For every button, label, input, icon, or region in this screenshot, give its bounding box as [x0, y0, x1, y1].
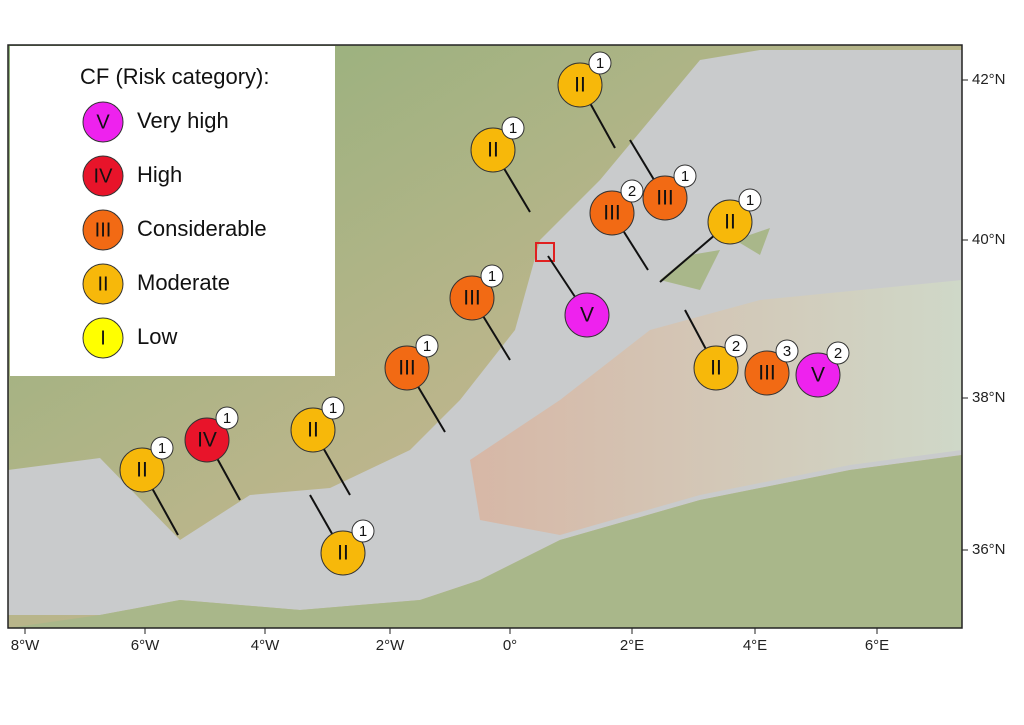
risk-marker: [384, 345, 430, 391]
y-tick-label: 38°N: [972, 389, 1006, 406]
count-label: 1: [488, 268, 496, 285]
legend-symbol-text: IV: [94, 165, 114, 187]
count-badge: [620, 179, 644, 203]
risk-marker: [642, 175, 688, 221]
risk-category: II: [724, 211, 736, 234]
legend-symbol: [82, 101, 124, 143]
count-label: 1: [596, 55, 604, 72]
x-tick-label: 4°E: [743, 637, 767, 654]
risk-category: III: [656, 187, 674, 210]
count-label: 1: [681, 168, 689, 185]
count-badge: [351, 519, 375, 543]
legend-label: Considerable: [137, 216, 267, 241]
legend-label: Low: [137, 324, 177, 349]
x-tick-label: 8°W: [11, 637, 40, 654]
risk-marker: [470, 127, 516, 173]
risk-marker: [589, 190, 635, 236]
legend-label: Very high: [137, 108, 229, 133]
legend-box: [10, 46, 335, 376]
legend-label: Moderate: [137, 270, 230, 295]
legend-symbol: [82, 317, 124, 359]
x-tick-label: 2°W: [376, 637, 405, 654]
legend-symbol-text: V: [96, 111, 110, 133]
count-badge: [480, 264, 504, 288]
count-label: 1: [329, 400, 337, 417]
x-tick-label: 0°: [503, 637, 517, 654]
y-tick-label: 36°N: [972, 541, 1006, 558]
count-badge: [215, 406, 239, 430]
legend-symbol-text: I: [100, 327, 106, 349]
risk-category: II: [136, 459, 148, 482]
risk-marker: [693, 345, 739, 391]
count-label: 1: [158, 440, 166, 457]
risk-marker: [320, 530, 366, 576]
count-badge: [738, 188, 762, 212]
risk-category: III: [463, 287, 481, 310]
risk-category: II: [337, 542, 349, 565]
north-africa: [8, 455, 962, 628]
count-badge: [775, 339, 799, 363]
legend-symbol-text: III: [95, 219, 112, 241]
x-tick-label: 6°E: [865, 637, 889, 654]
count-label: 2: [732, 338, 740, 355]
legend-symbol: [82, 209, 124, 251]
count-badge: [501, 116, 525, 140]
count-label: 1: [223, 410, 231, 427]
count-label: 2: [834, 345, 842, 362]
legend-label: High: [137, 162, 182, 187]
count-badge: [150, 436, 174, 460]
count-badge: [321, 396, 345, 420]
x-tick-label: 4°W: [251, 637, 280, 654]
y-tick-label: 42°N: [972, 71, 1006, 88]
risk-category: IV: [197, 429, 217, 452]
risk-marker: [449, 275, 495, 321]
risk-marker: [744, 350, 790, 396]
count-badge: [826, 341, 850, 365]
risk-marker: [557, 62, 603, 108]
risk-category: III: [398, 357, 416, 380]
risk-marker: [119, 447, 165, 493]
map-frame: [7, 44, 963, 629]
risk-marker: [290, 407, 336, 453]
count-label: 1: [359, 523, 367, 540]
x-tick-label: 2°E: [620, 637, 644, 654]
risk-category: III: [603, 202, 621, 225]
risk-category: II: [307, 419, 319, 442]
island: [735, 228, 770, 255]
legend-title: CF (Risk category):: [80, 64, 269, 89]
count-badge: [673, 164, 697, 188]
risk-marker: [707, 199, 753, 245]
legend-symbol: [82, 155, 124, 197]
legend-symbol-text: II: [97, 273, 108, 295]
count-label: 3: [783, 343, 791, 360]
risk-category: II: [487, 139, 499, 162]
risk-category: III: [758, 362, 776, 385]
x-tick-label: 6°W: [131, 637, 160, 654]
count-label: 2: [628, 183, 636, 200]
risk-category: II: [574, 74, 586, 97]
count-badge: [415, 334, 439, 358]
island: [660, 250, 720, 290]
count-label: 1: [746, 192, 754, 209]
risk-category: V: [811, 364, 825, 387]
y-tick-label: 40°N: [972, 231, 1006, 248]
risk-category: II: [710, 357, 722, 380]
count-label: 1: [423, 338, 431, 355]
count-badge: [724, 334, 748, 358]
risk-marker: [564, 292, 610, 338]
risk-category: V: [580, 304, 594, 327]
count-badge: [588, 51, 612, 75]
risk-marker: [184, 417, 230, 463]
legend-symbol: [82, 263, 124, 305]
risk-marker: [795, 352, 841, 398]
count-label: 1: [509, 120, 517, 137]
site-box: [535, 242, 555, 262]
